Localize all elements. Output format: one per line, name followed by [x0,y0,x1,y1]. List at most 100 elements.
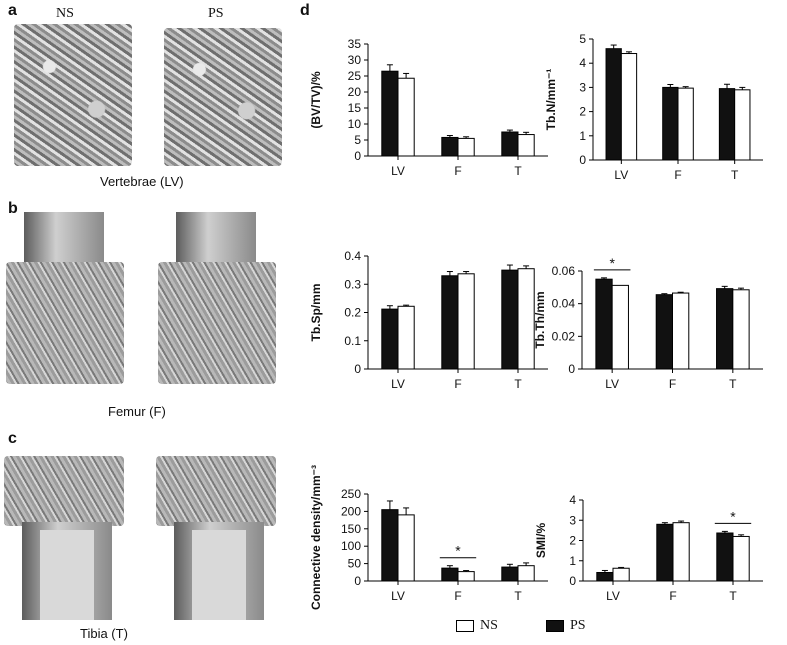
tbsp-bar-ps-lv [381,308,399,370]
conn-bar-ns-t [517,565,535,582]
tbn-y-tick-label: 5 [579,32,586,46]
tbsp-y-axis-label: Tb.Sp/mm [309,283,323,341]
smi-y-tick-label: 4 [569,493,576,507]
bvtv-y-tick-label: 5 [354,133,361,147]
tbsp-x-tick-label: F [454,377,461,391]
bvtv-x-tick-label: F [454,164,461,178]
tbn-bar-ps-t [718,88,736,161]
legend-ps-swatch [546,620,564,632]
smi-bar-ns-t [732,535,750,582]
bvtv-y-tick-label: 0 [354,149,361,163]
smi-bar-ps-t [716,532,734,582]
legend-ps-label: PS [570,618,586,633]
smi-y-axis-label: SMI/% [534,523,548,559]
smi-x-tick-label: T [729,589,737,603]
bvtv-y-axis-label: (BV/TV)/% [309,71,323,129]
bvtv-bar-ps-t [501,131,519,157]
ps-image-label: PS [208,6,224,21]
smi-y-tick-label: 3 [569,513,576,527]
conn-bar-ps-lv [381,509,399,582]
smi-bar-ps-lv [596,571,614,582]
tbth-y-tick-label: 0.02 [552,329,576,343]
vertebra-ns-image [14,24,132,166]
tbn-y-tick-label: 1 [579,129,586,143]
ns-image-label: NS [56,6,74,21]
bvtv-y-tick-label: 20 [348,85,362,99]
tbn-x-tick-label: F [674,168,681,182]
conn-y-tick-label: 100 [341,539,361,553]
femur-ps-image [158,212,276,384]
panel-letter-a: a [8,2,17,19]
conn-x-tick-label: F [454,589,461,603]
tbth-y-tick-label: 0 [568,362,575,376]
tbn-y-tick-label: 4 [579,56,586,70]
bvtv-y-tick-label: 25 [348,69,362,83]
tbn-bar-ns-f [677,87,694,161]
smi-y-tick-label: 2 [569,534,576,548]
tbn-x-tick-label: LV [614,168,628,182]
tbsp-bar-ns-f [457,273,475,370]
tbth-y-tick-label: 0.06 [552,264,576,278]
conn-bar-ns-f [457,571,475,582]
legend-ns: NS [456,618,498,634]
tbn-bar-ns-t [734,89,751,161]
tbth-bar-ps-f [655,294,674,370]
conn-bar-ps-f [441,567,459,582]
bvtv-bar-ns-lv [397,77,415,157]
tbn-x-tick-label: T [731,168,739,182]
panel-letter-b: b [8,200,18,217]
tbth-y-tick-label: 0.04 [552,297,576,311]
conn-y-tick-label: 200 [341,504,361,518]
tbn-y-tick-label: 3 [579,80,586,94]
tbsp-bar-ns-lv [397,305,415,370]
tbn-bar-ps-f [662,86,679,161]
tbth-bar-ns-f [672,292,690,370]
tbn-bar-ns-lv [620,53,638,161]
bvtv-x-tick-label: LV [391,164,405,178]
conn-bar-ns-lv [397,514,415,582]
legend-ps: PS [546,618,586,634]
tbsp-y-tick-label: 0.4 [344,249,361,263]
bvtv-bar-ps-f [441,136,459,157]
tbsp-bar-ps-f [441,275,459,370]
tbsp-x-tick-label: T [514,377,522,391]
conn-y-axis-label: Connective density/mm⁻³ [309,465,323,610]
tibia-ns-image [4,456,124,620]
smi-y-tick-label: 0 [569,574,576,588]
tbth-y-axis-label: Tb.Th/mm [533,291,547,348]
bvtv-y-tick-label: 10 [348,117,362,131]
vertebrae-caption: Vertebrae (LV) [100,174,184,189]
bvtv-bar-ns-t [517,134,535,157]
tbth-x-tick-label: T [729,377,737,391]
legend-ns-label: NS [480,618,498,633]
conn-x-tick-label: T [514,589,522,603]
tbn-bar-ps-lv [605,48,622,161]
femur-caption: Femur (F) [108,404,166,419]
tbth-x-tick-label: F [669,377,676,391]
smi-x-tick-label: F [669,589,676,603]
conn-bar-ps-t [501,566,519,582]
conn-y-tick-label: 0 [354,574,361,588]
femur-ns-image [6,212,124,384]
tbsp-bar-ns-t [517,268,535,370]
bvtv-x-tick-label: T [514,164,522,178]
tibia-caption: Tibia (T) [80,626,128,641]
legend-ns-swatch [456,620,474,632]
smi-x-tick-label: LV [606,589,620,603]
bvtv-y-tick-label: 30 [348,53,362,67]
conn-y-tick-label: 250 [341,487,361,501]
tibia-ps-image [156,456,276,620]
smi-bar-ns-lv [612,567,630,582]
tbsp-y-tick-label: 0.1 [344,334,361,348]
tbth-bar-ps-t [716,288,734,370]
tbsp-x-tick-label: LV [391,377,405,391]
smi-y-tick-label: 1 [569,554,576,568]
tbn-y-tick-label: 0 [579,153,586,167]
vertebra-ps-image [164,28,282,166]
tbsp-bar-ps-t [501,269,519,370]
smi-significance-star: * [730,508,736,524]
panel-letter-d: d [300,2,310,19]
bvtv-bar-ns-f [457,137,475,157]
tbsp-y-tick-label: 0 [354,362,361,376]
tbth-bar-ns-t [732,289,750,370]
